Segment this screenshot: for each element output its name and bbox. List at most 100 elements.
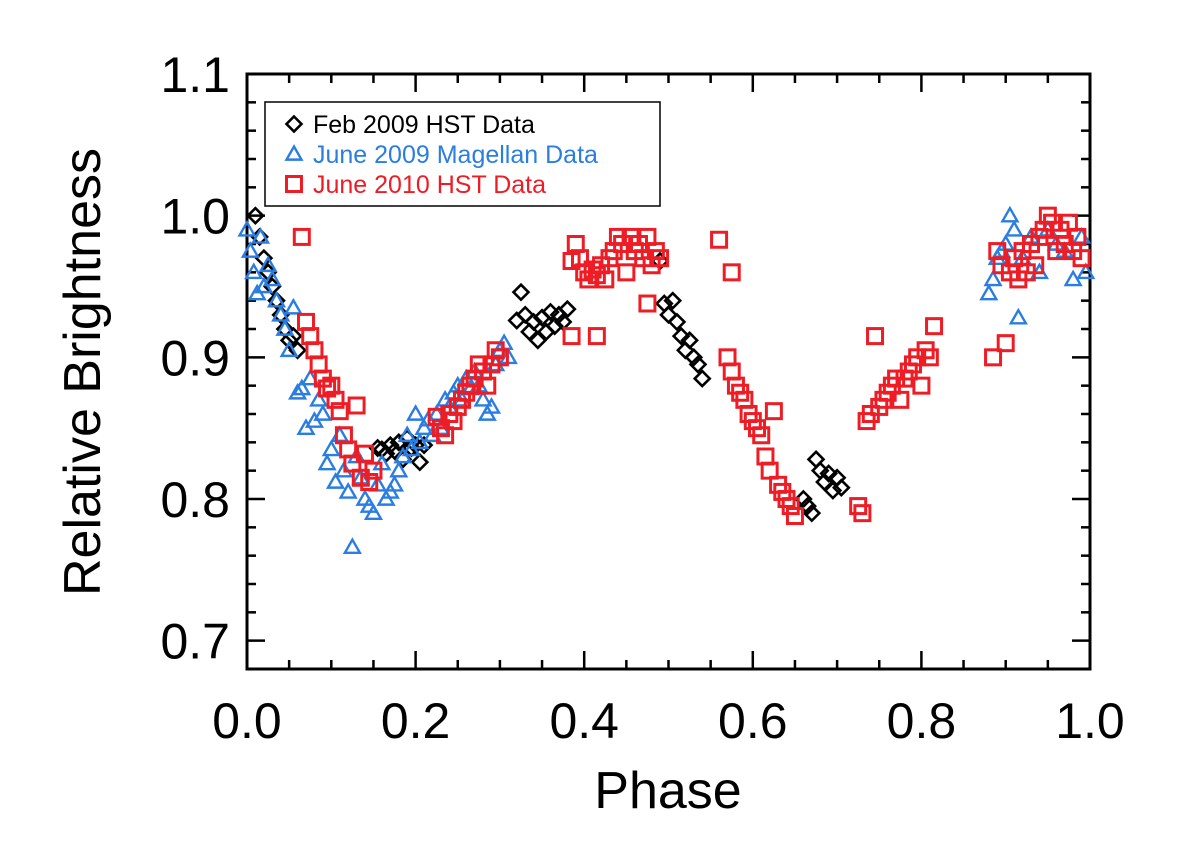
y-axis-label: Relative Brightness (54, 148, 112, 596)
data-point-square (925, 317, 944, 336)
data-point-diamond (267, 291, 286, 311)
legend-label: Feb 2009 HST Data (313, 111, 535, 139)
data-point-triangle (266, 290, 287, 308)
data-point-triangle (283, 297, 303, 315)
data-point-triangle (279, 340, 299, 358)
data-point-square (853, 504, 872, 523)
data-point-diamond (558, 299, 577, 319)
data-point-triangle (979, 283, 999, 301)
data-point-diamond (524, 312, 543, 332)
legend-marker-square (285, 175, 303, 193)
data-point-square (347, 396, 366, 415)
data-point-square (722, 263, 741, 282)
data-point-diamond (692, 369, 712, 388)
data-point-square (1068, 227, 1087, 246)
data-point-triangle (1008, 307, 1028, 325)
data-point-triangle (330, 425, 350, 443)
data-point-triangle (397, 425, 417, 443)
data-point-triangle (406, 404, 426, 421)
data-point-square (651, 249, 670, 268)
data-point-triangle (237, 219, 257, 237)
data-point-diamond (680, 330, 699, 350)
data-point-square (984, 348, 1003, 367)
data-point-square (326, 390, 345, 409)
data-point-triangle (275, 319, 295, 336)
data-point-triangle (363, 503, 384, 520)
data-point-square (1026, 256, 1045, 275)
data-point-square (912, 376, 931, 395)
legend-label: June 2010 HST Data (313, 171, 546, 199)
tick-labels: 0.0 0.2 0.4 0.6 0.8 1.0 0.7 0.8 0.9 1.0 1.1 (160, 47, 1124, 749)
data-point-triangle (240, 241, 260, 258)
data-point-triangle (473, 389, 493, 407)
x-tick-label: 0.6 (718, 693, 788, 749)
data-point-diamond (663, 291, 683, 311)
data-point-square (638, 294, 657, 313)
data-point-triangle (313, 404, 333, 421)
data-point-diamond (819, 464, 839, 483)
data-point-triangle (338, 481, 358, 499)
data-point-square (364, 461, 383, 480)
data-point-triangle (1004, 219, 1024, 237)
data-point-diamond (279, 330, 299, 350)
data-point-square (891, 390, 910, 409)
data-point-square (356, 444, 375, 463)
data-point-triangle (414, 418, 434, 435)
data-point-triangle (1076, 262, 1096, 280)
data-point-triangle (309, 389, 329, 407)
data-point-diamond (414, 435, 434, 455)
data-point-diamond (688, 355, 708, 374)
data-point-triangle (481, 396, 502, 414)
series-square (292, 206, 1091, 525)
data-point-square (478, 376, 497, 395)
data-point-diamond (794, 489, 813, 509)
data-point-square (710, 230, 729, 249)
legend-box (264, 101, 661, 207)
x-tick-label: 1.0 (1055, 693, 1125, 749)
x-tick-label: 0.4 (549, 693, 619, 749)
data-point-diamond (410, 452, 430, 472)
data-point-triangle (321, 439, 341, 457)
data-point-square (764, 402, 783, 421)
data-point-diamond (802, 503, 822, 523)
data-point-square (490, 348, 509, 367)
x-tick-label: 0.2 (381, 693, 451, 749)
y-tick-label: 1.1 (160, 47, 230, 103)
x-axis-label: Phase (594, 762, 741, 820)
data-point-square (752, 426, 771, 445)
data-point-diamond (831, 478, 851, 498)
data-point-square (562, 327, 581, 346)
data-point-diamond (823, 481, 843, 500)
data-markers (237, 205, 1096, 554)
data-point-square (1072, 249, 1091, 268)
data-point-triangle (342, 537, 362, 554)
y-tick-label: 0.9 (160, 330, 230, 386)
data-point-diamond (545, 316, 565, 336)
data-point-diamond (684, 347, 704, 367)
data-point-triangle (317, 453, 337, 471)
data-point-square (427, 407, 446, 426)
data-point-square (920, 348, 939, 367)
data-point-diamond (528, 330, 548, 350)
legend-marker-diamond (284, 114, 304, 134)
series-diamond (246, 206, 851, 523)
x-tick-label: 0.8 (887, 693, 957, 749)
data-point-square (866, 327, 885, 346)
data-point-diamond (246, 206, 265, 226)
data-point-triangle (384, 474, 405, 492)
data-point-triangle (288, 382, 308, 400)
data-point-square (360, 473, 379, 491)
y-tick-label: 0.8 (160, 472, 230, 528)
data-point-triangle (389, 460, 409, 478)
data-point-square (587, 327, 606, 346)
data-point-triangle (325, 472, 346, 489)
y-tick-label: 1.0 (160, 189, 230, 245)
data-point-triangle (250, 226, 271, 244)
data-point-triangle (292, 378, 312, 396)
axis-ticks (245, 72, 1092, 671)
data-point-triangle (258, 255, 278, 273)
data-point-square (617, 263, 636, 282)
data-point-square (781, 497, 800, 516)
